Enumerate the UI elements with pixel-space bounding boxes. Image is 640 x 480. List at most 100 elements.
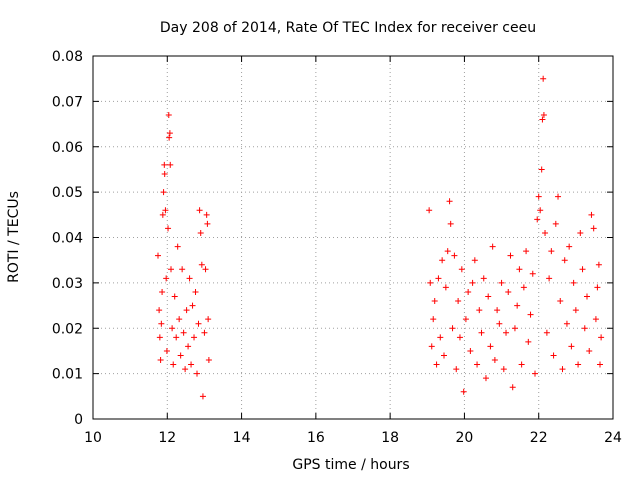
x-tick-label: 14 [233, 430, 251, 446]
data-point [546, 275, 553, 282]
y-tick-label: 0.07 [52, 94, 83, 110]
data-point [462, 316, 469, 323]
data-point [514, 302, 521, 309]
data-point [442, 284, 449, 291]
data-point [465, 288, 472, 295]
x-tick-label: 16 [307, 430, 325, 446]
data-point [525, 338, 532, 345]
x-tick-label: 18 [381, 430, 399, 446]
data-point [201, 329, 208, 336]
data-point [498, 279, 505, 286]
data-point [491, 357, 498, 364]
x-tick-label: 10 [84, 430, 102, 446]
data-point [430, 316, 437, 323]
data-point [194, 370, 200, 377]
y-tick-label: 0 [74, 412, 83, 428]
data-point [173, 334, 180, 341]
data-point [176, 316, 183, 323]
data-point [581, 325, 588, 332]
data-point [503, 329, 510, 336]
data-point [540, 75, 547, 82]
data-point [482, 375, 489, 382]
data-point [597, 361, 603, 368]
data-point [205, 357, 212, 364]
data-point [441, 352, 447, 359]
data-point [191, 334, 198, 341]
data-point [529, 270, 536, 277]
data-point [489, 243, 496, 250]
y-tick-label: 0.04 [52, 231, 83, 247]
data-point [500, 366, 507, 373]
data-point [485, 293, 492, 300]
data-point [487, 343, 494, 350]
y-axis-label: ROTI / TECUs [6, 191, 22, 283]
data-point [169, 325, 176, 332]
data-point [535, 193, 542, 200]
data-point [595, 261, 602, 268]
data-point [427, 279, 434, 286]
data-point [534, 216, 541, 223]
data-point [505, 288, 512, 295]
y-tick-label: 0.01 [52, 367, 83, 383]
data-point [555, 193, 562, 200]
data-point [204, 220, 211, 227]
data-point [559, 366, 566, 373]
data-point [527, 311, 534, 318]
data-point [460, 388, 467, 395]
data-point [179, 266, 186, 273]
tick-labels: 10 12 14 16 18 20 22 24 0 0.01 0.02 0.03 0.04 0.05 0.0… [52, 49, 622, 446]
y-tick-label: 0.02 [52, 321, 83, 337]
data-point [183, 307, 190, 314]
data-point [516, 266, 523, 273]
data-point [162, 207, 169, 214]
data-point [496, 320, 503, 327]
data-point [469, 279, 476, 286]
data-point [166, 130, 173, 137]
x-tick-label: 12 [158, 430, 176, 446]
data-point [447, 220, 454, 227]
data-point [165, 111, 172, 118]
data-point [189, 302, 196, 309]
data-point [568, 343, 575, 350]
data-point [186, 275, 193, 282]
data-point [543, 329, 550, 336]
data-point [592, 316, 599, 323]
data-point [170, 361, 177, 368]
data-point [167, 161, 174, 168]
data-point [174, 243, 181, 250]
data-point [455, 298, 462, 305]
data-point [480, 275, 487, 282]
data-point [588, 211, 595, 218]
data-point [171, 293, 178, 300]
data-point [435, 275, 442, 282]
data-point [197, 229, 204, 236]
data-point [168, 266, 174, 273]
data-point [431, 298, 438, 305]
data-point [572, 307, 579, 314]
data-point [156, 334, 163, 341]
data-point [557, 298, 564, 305]
data-point [542, 229, 549, 236]
data-point [577, 229, 584, 236]
data-point [537, 207, 544, 214]
x-tick-label: 22 [530, 430, 548, 446]
data-point [563, 320, 570, 327]
data-point [177, 352, 184, 359]
data-point [584, 293, 590, 300]
x-axis-label: GPS time / hours [292, 457, 409, 473]
data-point [453, 366, 460, 373]
data-point [540, 111, 547, 118]
data-point [575, 361, 582, 368]
data-point [458, 266, 465, 273]
data-point [449, 325, 456, 332]
data-point [180, 329, 187, 336]
data-point [161, 170, 168, 177]
data-point [494, 307, 501, 314]
data-point [550, 352, 557, 359]
data-point [163, 347, 170, 354]
data-point [439, 257, 446, 264]
axis-ticks [92, 55, 614, 420]
x-tick-label: 20 [456, 430, 474, 446]
data-point [509, 384, 516, 391]
grid-lines [93, 56, 613, 419]
